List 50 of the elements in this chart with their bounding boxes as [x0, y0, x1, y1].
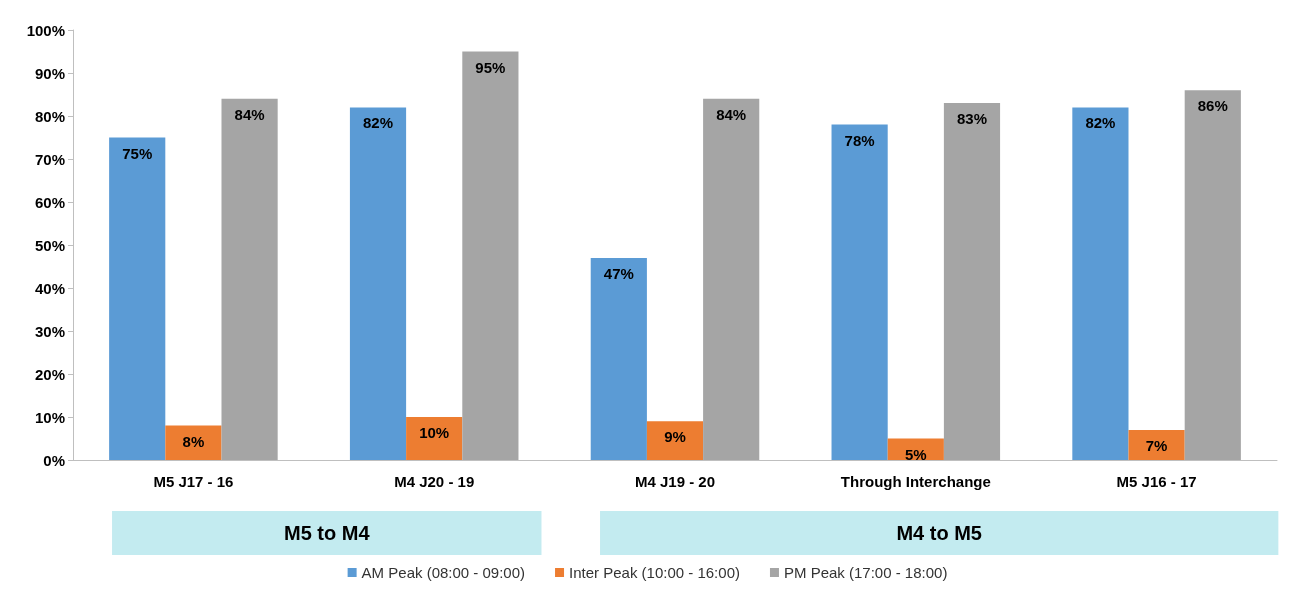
y-tick-label: 70%: [34, 150, 65, 168]
legend-label: PM Peak (17:00 - 18:00): [783, 564, 948, 581]
bar: [221, 98, 278, 460]
bar: [349, 107, 407, 460]
bar: [462, 51, 519, 460]
data-label: 5%: [904, 445, 927, 463]
text: M5 to M4: [283, 522, 371, 544]
bar: [1128, 429, 1185, 460]
y-tick-label: 0%: [43, 451, 65, 469]
data-label: 86%: [1197, 97, 1228, 115]
bar: [109, 137, 166, 460]
data-label: 9%: [664, 428, 686, 446]
bar: [831, 124, 888, 460]
y-tick-label: 20%: [34, 365, 65, 383]
data-label: 75%: [122, 144, 153, 162]
bar: [1072, 107, 1129, 460]
x-tick-label: M5 J16 - 17: [1116, 473, 1197, 490]
bar: [590, 257, 647, 460]
data-label: 84%: [234, 105, 265, 123]
data-label: 10%: [419, 424, 450, 441]
y-tick-label: 90%: [34, 64, 65, 82]
x-tick-label: M5 J17 - 16: [153, 473, 234, 490]
data-label: 78%: [844, 131, 875, 149]
y-tick-label: 100%: [26, 21, 65, 39]
data-label: 82%: [363, 114, 394, 132]
bar: [1184, 90, 1241, 460]
data-label: 84%: [716, 105, 747, 123]
bar: [943, 103, 1001, 460]
legend-label: AM Peak (08:00 - 09:00): [361, 564, 526, 581]
bar: [165, 425, 222, 460]
bar: [646, 421, 704, 460]
data-label: 82%: [1085, 114, 1116, 132]
data-label: 7%: [1145, 436, 1168, 454]
legend-label: Inter Peak (10:00 - 16:00): [569, 564, 740, 581]
data-label: 47%: [603, 264, 634, 282]
data-label: 83%: [956, 110, 987, 128]
y-tick-label: 60%: [34, 193, 65, 211]
x-tick-label: Through Interchange: [840, 473, 991, 490]
y-tick-label: 10%: [34, 408, 65, 426]
x-tick-label: M4 J19 - 20: [634, 473, 716, 490]
bar: [703, 98, 760, 460]
y-tick-label: 30%: [34, 322, 65, 340]
data-label: 8%: [182, 432, 205, 450]
bar: [406, 417, 463, 460]
y-tick-label: 80%: [34, 107, 65, 125]
text: M4 to M5: [896, 522, 982, 544]
x-tick-label: M4 J20 - 19: [394, 473, 475, 490]
y-tick-label: 50%: [34, 236, 65, 254]
y-tick-label: 40%: [34, 279, 65, 297]
data-label: 95%: [475, 58, 506, 76]
